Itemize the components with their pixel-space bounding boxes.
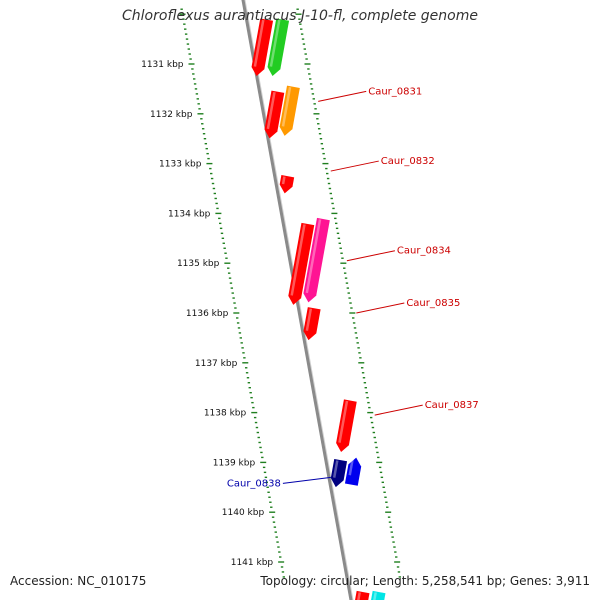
gene-arrow bbox=[264, 90, 285, 139]
gene-label-leader bbox=[356, 302, 405, 314]
gene-arrow bbox=[303, 307, 321, 341]
gene-arrow-sheen bbox=[332, 460, 339, 478]
gene-label-leader bbox=[374, 404, 423, 416]
gene-arrow-sheen bbox=[269, 19, 281, 67]
gene-feature bbox=[264, 90, 285, 139]
scale-label: 1134 kbp bbox=[168, 209, 211, 219]
gene-arrow-sheen bbox=[281, 176, 286, 185]
gene-arrow bbox=[344, 457, 362, 486]
gene-arrow-sheen bbox=[338, 400, 349, 443]
gene-feature bbox=[354, 590, 370, 600]
scale-label: 1131 kbp bbox=[141, 60, 184, 70]
gene-feature bbox=[279, 85, 300, 136]
gene-arrow bbox=[279, 175, 295, 194]
gene-label-leader bbox=[318, 90, 367, 102]
feature-layer bbox=[251, 18, 386, 600]
genome-summary-text: Topology: circular; Length: 5,258,541 bp… bbox=[260, 574, 590, 588]
gene-arrow bbox=[303, 217, 330, 303]
gene-label[interactable]: Caur_0838 bbox=[227, 478, 281, 489]
gene-feature bbox=[370, 590, 386, 600]
gene-label-leader bbox=[282, 476, 331, 484]
gene-label[interactable]: Caur_0831 bbox=[368, 86, 422, 97]
gene-arrow bbox=[288, 222, 315, 305]
gene-arrow-sheen bbox=[281, 86, 292, 127]
gene-arrow bbox=[370, 590, 386, 600]
gene-label-leader bbox=[346, 250, 396, 262]
gene-feature bbox=[267, 18, 290, 76]
scale-label: 1138 kbp bbox=[204, 409, 247, 419]
scale-label: 1135 kbp bbox=[177, 259, 220, 269]
gene-label[interactable]: Caur_0837 bbox=[425, 400, 479, 411]
gene-feature bbox=[344, 457, 362, 486]
gene-arrow bbox=[354, 590, 370, 600]
gene-label[interactable]: Caur_0834 bbox=[397, 246, 451, 257]
gene-arrow-sheen bbox=[266, 91, 276, 130]
gene-label-leader bbox=[330, 160, 379, 172]
gene-feature bbox=[288, 222, 315, 305]
gene-arrow bbox=[279, 85, 300, 136]
scale-label: 1139 kbp bbox=[213, 458, 256, 468]
gene-feature bbox=[336, 399, 357, 453]
gene-label[interactable]: Caur_0832 bbox=[381, 156, 435, 167]
gene-arrow-sheen bbox=[305, 219, 322, 294]
scale-label: 1133 kbp bbox=[159, 160, 202, 170]
gene-arrow-sheen bbox=[290, 224, 306, 296]
gene-feature bbox=[303, 217, 330, 303]
gene-arrow bbox=[336, 399, 357, 453]
gene-arrow-sheen bbox=[253, 19, 265, 67]
scale-label: 1140 kbp bbox=[222, 508, 265, 518]
scale-label: 1136 kbp bbox=[186, 309, 229, 319]
scale-label: 1141 kbp bbox=[231, 558, 274, 568]
gene-label-layer: Caur_0831 Caur_0832 Caur_0834 Caur_0835 Caur… bbox=[227, 86, 479, 489]
map-title: Chloroflexus aurantiacus J-10-fl, comple… bbox=[122, 8, 478, 24]
gene-arrow bbox=[251, 18, 274, 76]
gene-arrow-sheen bbox=[348, 457, 355, 476]
gene-feature bbox=[330, 458, 348, 488]
accession-text: Accession: NC_010175 bbox=[10, 574, 147, 588]
gene-arrow bbox=[267, 18, 290, 76]
gene-feature bbox=[279, 175, 295, 194]
scale-label: 1137 kbp bbox=[195, 359, 238, 369]
gene-feature bbox=[303, 307, 321, 341]
gene-feature bbox=[251, 18, 274, 76]
scale-label: 1132 kbp bbox=[150, 110, 193, 120]
gene-arrow bbox=[330, 458, 348, 488]
gene-label[interactable]: Caur_0835 bbox=[406, 298, 460, 309]
gene-arrow-sheen bbox=[305, 308, 313, 331]
tick-layer: 1131 kbp 1132 kbp 1133 kbp 1134 kbp 1135 kbp… bbox=[141, 8, 402, 578]
